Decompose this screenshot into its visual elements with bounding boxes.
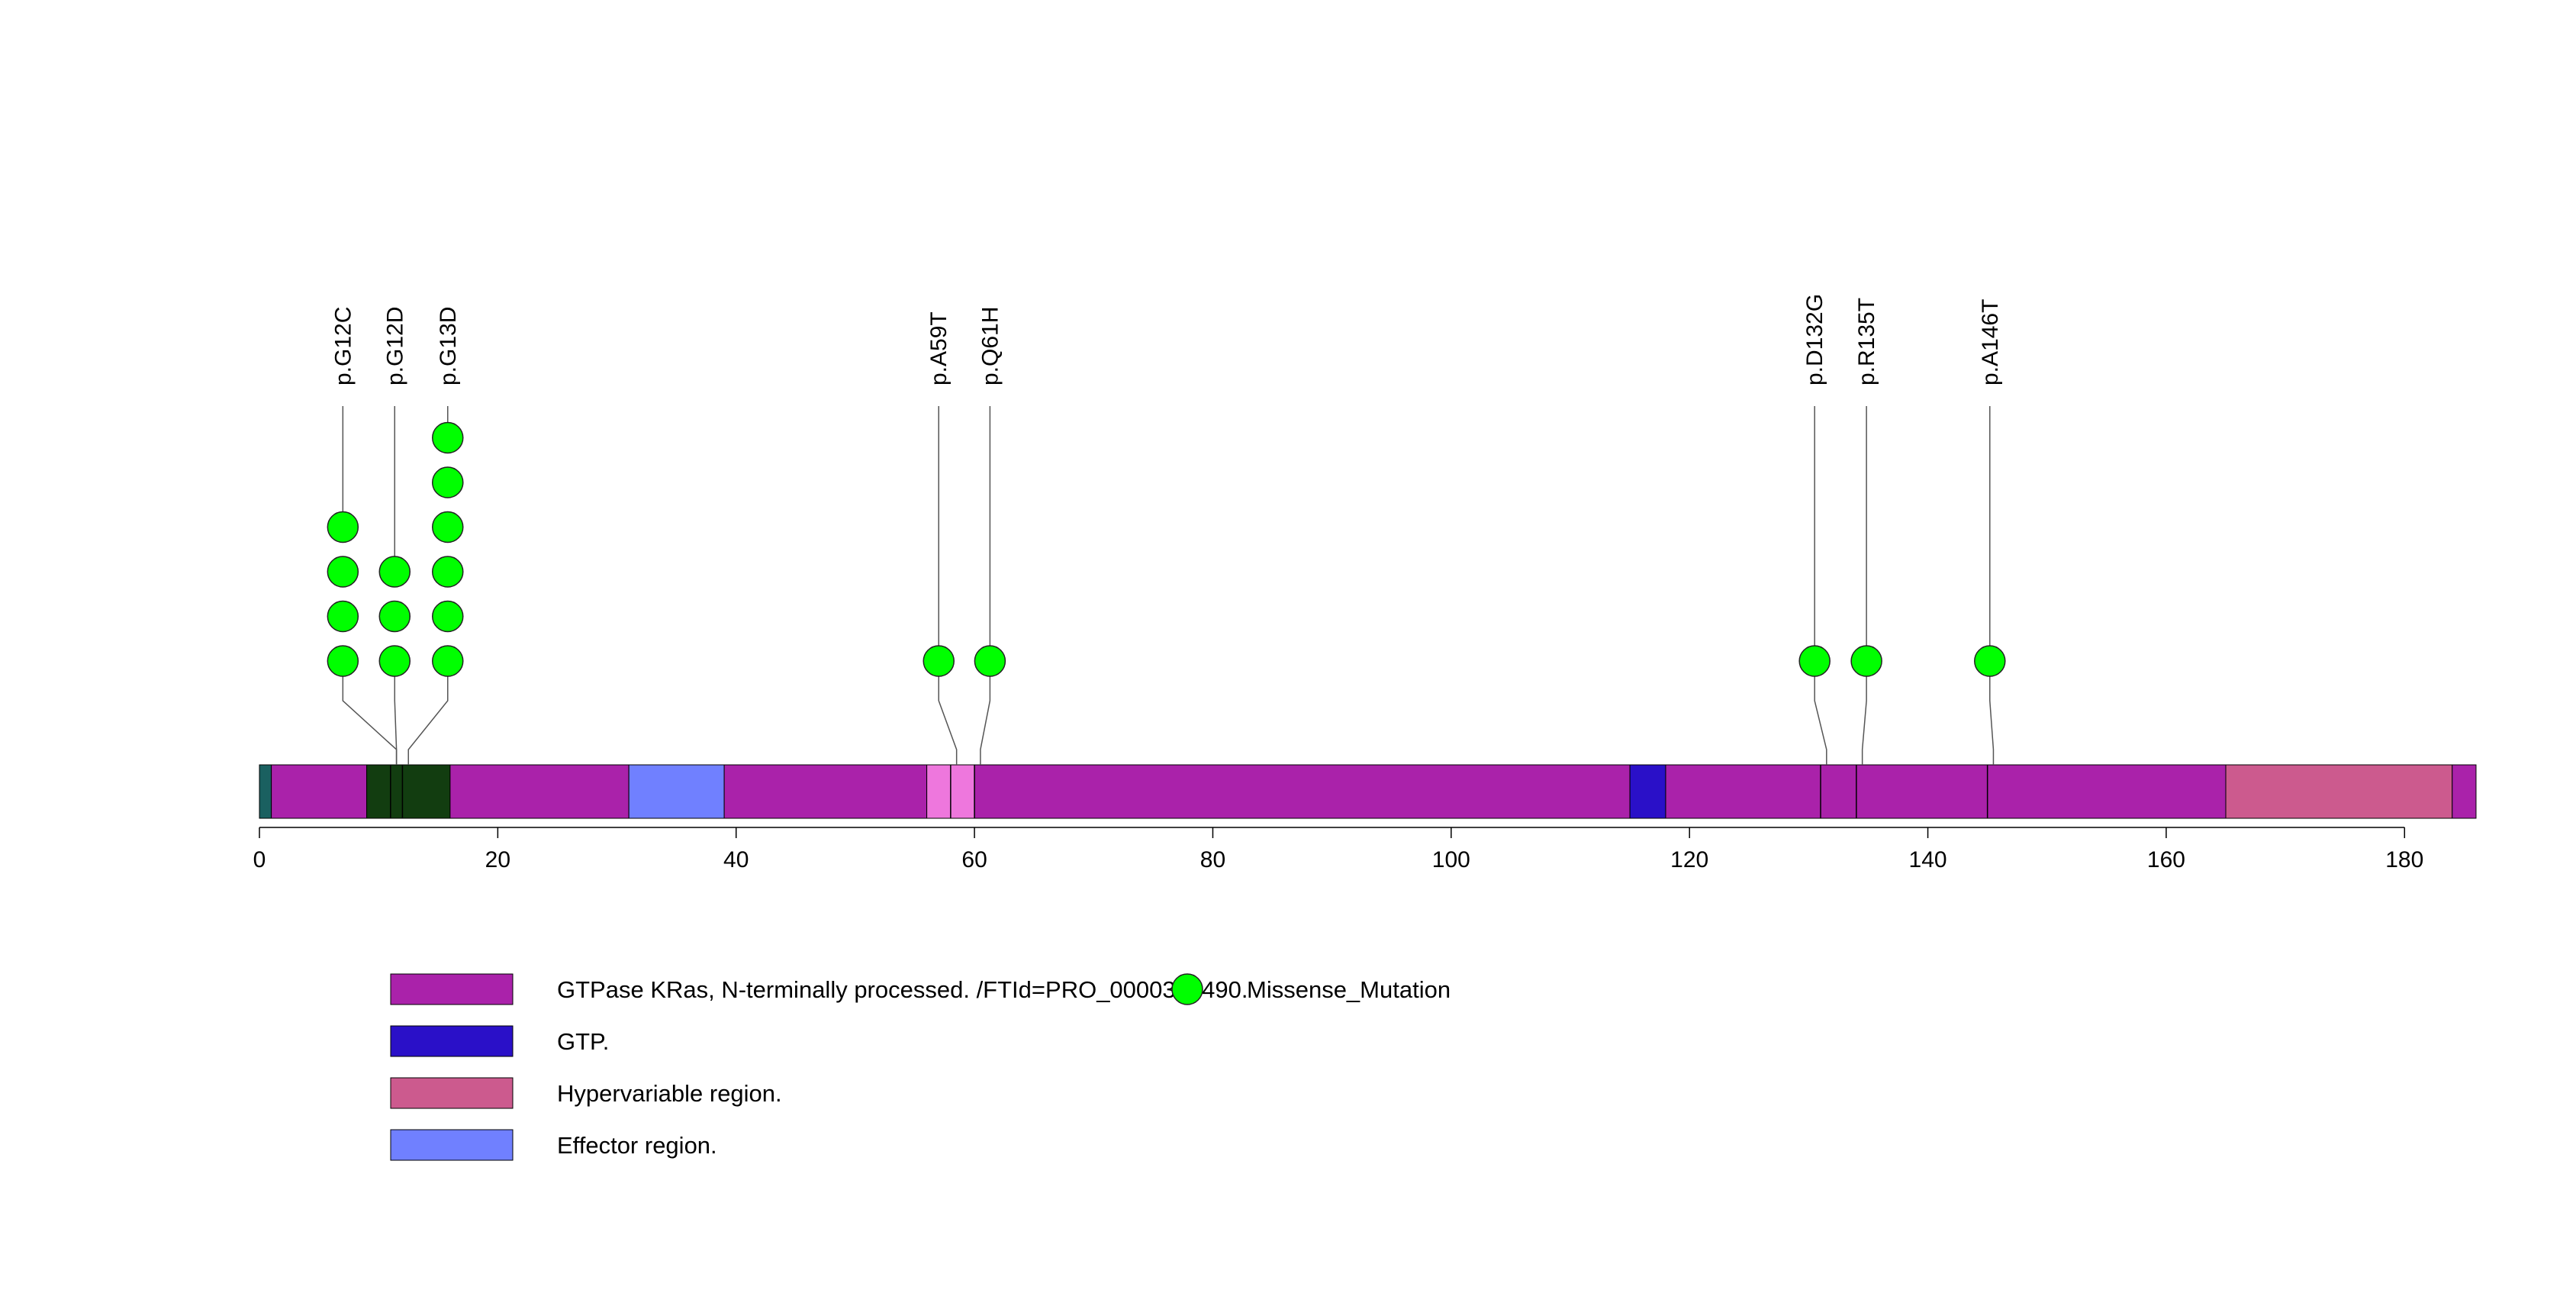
- mutation-label: p.Q61H: [977, 307, 1003, 385]
- mutation-connector: [342, 676, 398, 765]
- region-segment: [2452, 764, 2477, 819]
- mutation-connector: [938, 676, 958, 765]
- region-segment: [1665, 764, 2227, 819]
- legend-mutation-label: Missense_Mutation: [1247, 976, 1451, 1003]
- x-tick-label: 80: [1200, 847, 1225, 872]
- x-tick-label: 60: [961, 847, 987, 872]
- mutation-label: p.A146T: [1978, 299, 2003, 385]
- mutation-connector: [394, 676, 398, 765]
- mutation-circle: [327, 556, 359, 588]
- mutation-circle: [378, 645, 411, 677]
- mutation-circle: [1974, 645, 2006, 677]
- mutation-connectors: [342, 676, 1995, 765]
- x-tick-label: 180: [2385, 847, 2423, 872]
- legend-label: GTP.: [557, 1028, 609, 1055]
- mutation-circle: [432, 556, 464, 588]
- mutation-connector: [980, 676, 991, 765]
- mutation-connector: [1861, 676, 1867, 765]
- mutation-circle: [432, 511, 464, 543]
- legend-swatch: [390, 973, 514, 1005]
- mutation-circle: [327, 600, 359, 633]
- x-tick-label: 140: [1909, 847, 1947, 872]
- mutation-labels: p.G12C p.G12D p.G13D p.A59T p.Q61H p.D132G p.R…: [330, 294, 2002, 385]
- mutation-connector: [1989, 676, 1995, 765]
- region-segment: [2225, 764, 2453, 819]
- mutation-label: p.D132G: [1802, 294, 1827, 385]
- region-segment: [723, 764, 928, 819]
- mutation-circle: [1850, 645, 1882, 677]
- mutation-circle: [432, 421, 464, 454]
- legend-swatch: [390, 1025, 514, 1057]
- x-axis: 0 20 40 60 80 100 120 140 160 180: [253, 827, 2423, 872]
- mutation-label: p.G13D: [436, 307, 461, 385]
- mutation-circle: [327, 645, 359, 677]
- region-segment: [449, 764, 630, 819]
- legend-swatch: [390, 1129, 514, 1161]
- region-segment: [1629, 764, 1666, 819]
- x-tick-label: 0: [253, 847, 266, 872]
- protein-regions: [259, 764, 2477, 819]
- mutation-circle: [432, 466, 464, 498]
- mutation-stems: [342, 406, 1991, 646]
- x-tick-label: 160: [2147, 847, 2185, 872]
- mutation-circle: [378, 556, 411, 588]
- mutation-label: p.G12C: [330, 307, 356, 385]
- mutation-connector: [1814, 676, 1827, 765]
- mutation-label: p.G12D: [382, 307, 407, 385]
- legend-mutation-circle: [1171, 973, 1203, 1005]
- mutation-circle: [974, 645, 1006, 677]
- mutation-circle: [378, 600, 411, 633]
- mutation-connector: [407, 676, 449, 765]
- mutation-circles: [327, 421, 2006, 677]
- legend: GTPase KRas, N-terminally processed. /FT…: [390, 973, 1451, 1161]
- mutation-circle: [432, 600, 464, 633]
- x-tick-label: 100: [1432, 847, 1470, 872]
- legend-swatch: [390, 1077, 514, 1109]
- region-boundary-ticks: [390, 765, 1988, 818]
- mutation-circle: [327, 511, 359, 543]
- region-segment: [628, 764, 725, 819]
- legend-label: Effector region.: [557, 1132, 717, 1159]
- legend-label: Hypervariable region.: [557, 1080, 782, 1107]
- mutation-circle: [923, 645, 955, 677]
- region-segment: [366, 764, 451, 819]
- x-tick-label: 40: [723, 847, 749, 872]
- x-tick-label: 120: [1670, 847, 1708, 872]
- region-segment: [259, 764, 272, 819]
- mutation-circle: [1798, 645, 1831, 677]
- mutation-label: p.A59T: [926, 311, 952, 385]
- mutation-circle: [432, 645, 464, 677]
- legend-label: GTPase KRas, N-terminally processed. /FT…: [557, 976, 1248, 1003]
- x-tick-label: 20: [485, 847, 510, 872]
- mutation-label: p.R135T: [1854, 298, 1879, 385]
- region-segment: [271, 764, 368, 819]
- region-segment: [974, 764, 1631, 819]
